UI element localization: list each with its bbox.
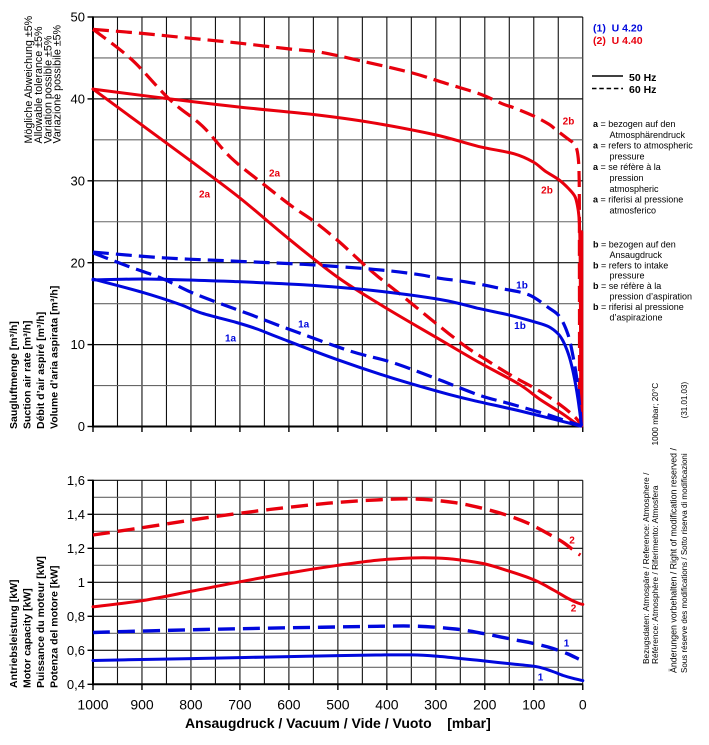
svg-text:0,4: 0,4	[67, 677, 85, 692]
svg-text:(2) U 4.40: (2) U 4.40	[593, 35, 643, 47]
svg-text:b = refers to intake: b = refers to intake	[593, 260, 668, 270]
svg-text:0: 0	[579, 697, 587, 713]
svg-text:Änderungen vorbehalten / Right: Änderungen vorbehalten / Right of modifi…	[669, 448, 679, 673]
svg-text:300: 300	[424, 697, 448, 713]
svg-text:a = se réfère à la: a = se réfère à la	[593, 162, 661, 172]
svg-text:2: 2	[571, 604, 577, 615]
svg-text:1000: 1000	[77, 697, 108, 713]
svg-text:800: 800	[179, 697, 203, 713]
svg-text:0,6: 0,6	[67, 643, 85, 658]
svg-text:Débit d’air aspiré [m³/h]: Débit d’air aspiré [m³/h]	[35, 312, 47, 429]
svg-text:b = se réfère à la: b = se réfère à la	[593, 281, 661, 291]
svg-text:1: 1	[564, 639, 570, 650]
svg-text:40: 40	[71, 92, 85, 107]
svg-text:2a: 2a	[269, 169, 281, 180]
svg-text:500: 500	[326, 697, 350, 713]
svg-text:pression d’aspiration: pression d’aspiration	[610, 292, 693, 302]
svg-text:2a: 2a	[199, 190, 211, 201]
svg-text:Antriebsleistung [kW]: Antriebsleistung [kW]	[8, 579, 20, 688]
svg-text:700: 700	[228, 697, 252, 713]
svg-text:(1) U 4.20: (1) U 4.20	[593, 23, 643, 35]
svg-text:a = bezogen auf den: a = bezogen auf den	[593, 119, 675, 129]
svg-text:1,4: 1,4	[67, 507, 85, 522]
svg-text:Référence: Atmosphère / Riferi: Référence: Atmosphère / Riferimento: Atm…	[650, 383, 660, 664]
svg-text:2b: 2b	[563, 117, 575, 128]
svg-text:Motor capacity [kW]: Motor capacity [kW]	[22, 588, 34, 688]
svg-text:Variation possible ±5%: Variation possible ±5%	[43, 35, 55, 143]
svg-text:600: 600	[277, 697, 301, 713]
svg-text:pression: pression	[610, 173, 644, 183]
svg-text:pressure: pressure	[610, 271, 645, 281]
svg-text:Potenza del motore [kW]: Potenza del motore [kW]	[49, 565, 61, 688]
svg-text:1a: 1a	[225, 334, 237, 345]
svg-text:50: 50	[71, 10, 85, 25]
svg-text:Variazione possibile ±5%: Variazione possibile ±5%	[52, 24, 64, 143]
svg-text:1: 1	[78, 575, 85, 590]
svg-text:1b: 1b	[514, 321, 526, 332]
svg-text:b = bezogen auf den: b = bezogen auf den	[593, 240, 676, 250]
svg-text:60 Hz: 60 Hz	[629, 84, 656, 96]
svg-text:pressure: pressure	[610, 151, 645, 161]
svg-text:900: 900	[130, 697, 154, 713]
svg-text:a = riferisi al pressione: a = riferisi al pressione	[593, 195, 683, 205]
svg-text:100: 100	[522, 697, 546, 713]
svg-text:Suction air rate [m³/h]: Suction air rate [m³/h]	[22, 320, 34, 429]
svg-text:1: 1	[538, 673, 544, 684]
svg-text:10: 10	[71, 337, 85, 352]
svg-text:Puissance du moteur [kW]: Puissance du moteur [kW]	[35, 556, 47, 688]
svg-text:1b: 1b	[516, 281, 528, 292]
svg-text:50 Hz: 50 Hz	[629, 72, 656, 84]
svg-text:1a: 1a	[298, 320, 310, 331]
svg-text:atmosferico: atmosferico	[610, 205, 657, 215]
svg-text:2b: 2b	[541, 186, 553, 197]
svg-text:Bezugsdaten: Atmospäre / Refer: Bezugsdaten: Atmospäre / Reference: Atmo…	[641, 472, 651, 664]
svg-text:Atmosphärendruck: Atmosphärendruck	[610, 130, 686, 140]
svg-text:1,6: 1,6	[67, 473, 85, 488]
svg-text:Sous réserve des modifications: Sous réserve des modifications / Sotto r…	[680, 382, 689, 673]
svg-text:Mögliche Abweichung ±5%: Mögliche Abweichung ±5%	[23, 15, 35, 143]
svg-text:b = riferisi al pressione: b = riferisi al pressione	[593, 302, 684, 312]
svg-text:2: 2	[569, 536, 575, 547]
svg-text:0: 0	[78, 419, 85, 434]
svg-text:30: 30	[71, 173, 85, 188]
svg-text:Volume d’aria aspirata [m³/h]: Volume d’aria aspirata [m³/h]	[49, 286, 61, 429]
svg-text:0,8: 0,8	[67, 609, 85, 624]
svg-text:1,2: 1,2	[67, 541, 85, 556]
svg-text:400: 400	[375, 697, 399, 713]
svg-text:atmospheric: atmospheric	[610, 184, 660, 194]
svg-text:Allowable tolerance ±5%: Allowable tolerance ±5%	[33, 26, 45, 143]
svg-text:Ansaugdruck / Vacuum / Vide /: Ansaugdruck / Vacuum / Vide / Vuoto [mba…	[185, 715, 491, 731]
svg-text:a = refers to atmospheric: a = refers to atmospheric	[593, 141, 693, 151]
svg-text:Ansaugdruck: Ansaugdruck	[610, 250, 663, 260]
svg-text:200: 200	[473, 697, 497, 713]
svg-text:d’aspirazione: d’aspirazione	[610, 312, 663, 322]
svg-text:Saugluftmenge [m³/h]: Saugluftmenge [m³/h]	[8, 321, 20, 429]
svg-text:20: 20	[71, 255, 85, 270]
